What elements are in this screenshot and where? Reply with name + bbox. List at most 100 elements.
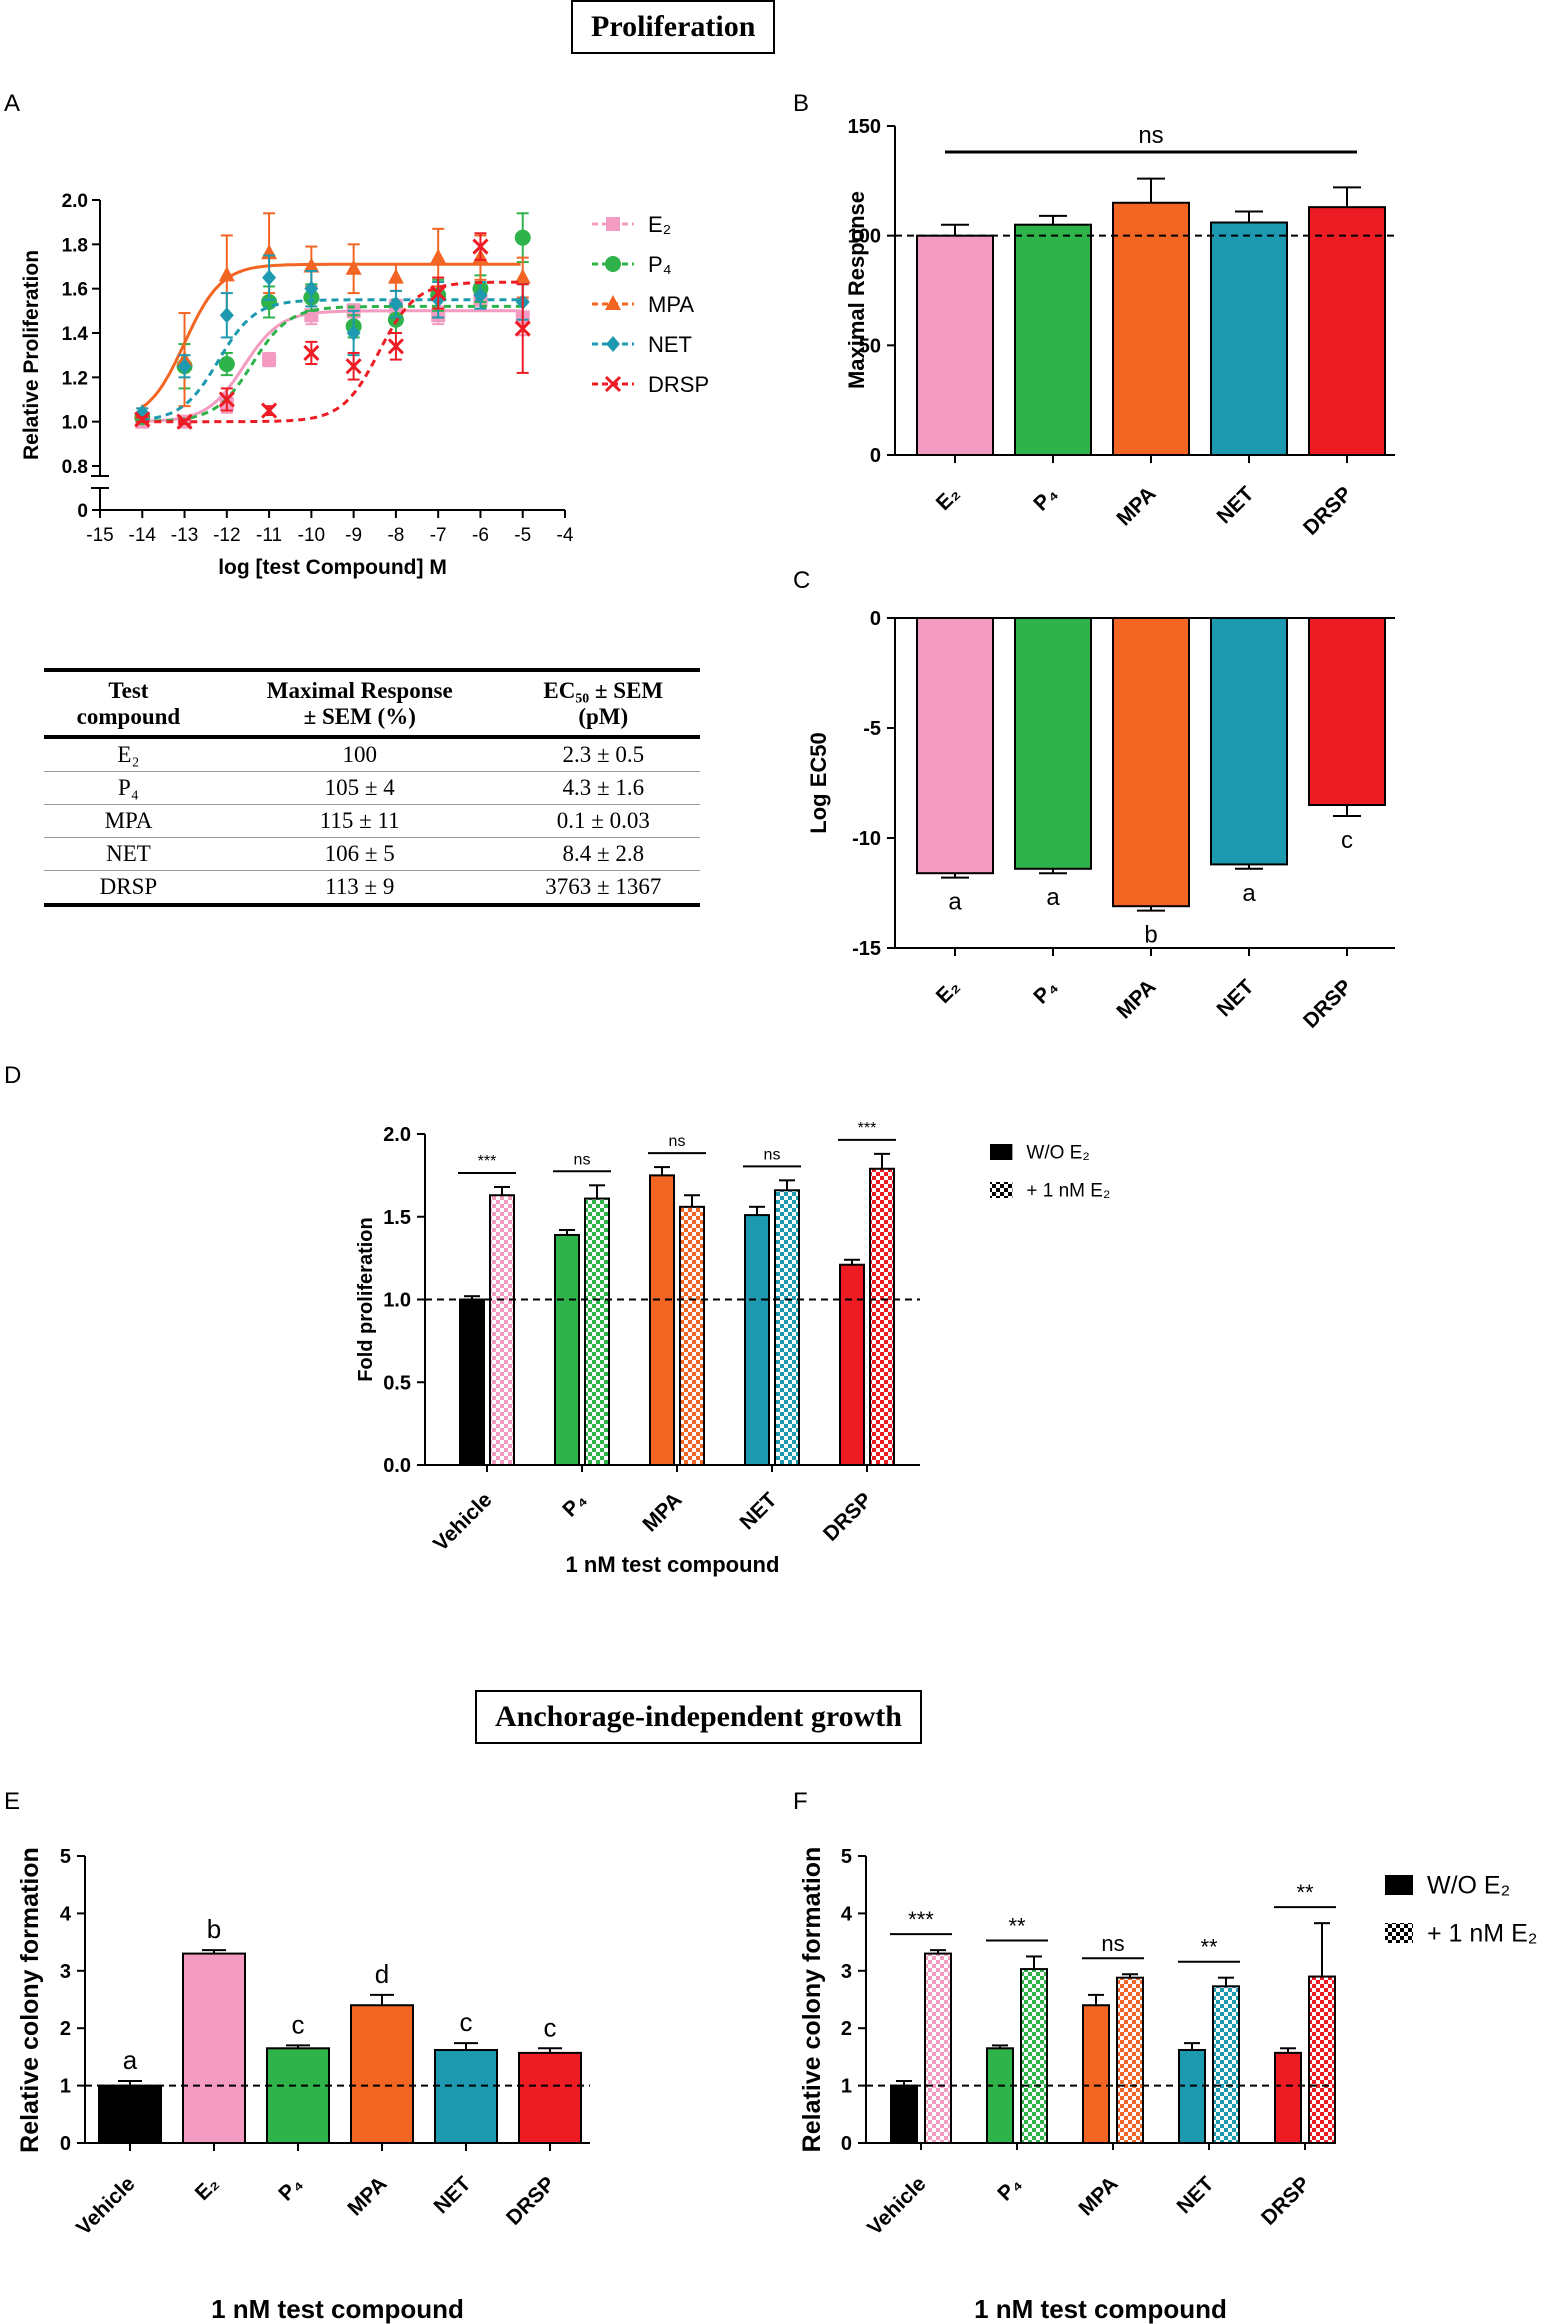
a-x-tick-label: -15 (86, 525, 113, 546)
a-legend-label: NET (648, 332, 692, 357)
a-legend-marker (606, 336, 620, 352)
b-significance-label: ns (1138, 122, 1163, 149)
a-x-tick-label: -9 (345, 525, 362, 546)
a-x-tick-label: -12 (213, 525, 240, 546)
f-bar-vehicle-without-e2 (890, 2084, 918, 2145)
d-y-tick-label: 1.5 (383, 1207, 411, 1229)
table-cell: P₄ (44, 771, 213, 805)
b-bar-e2 (916, 234, 994, 456)
table-header-text: compound (76, 704, 181, 730)
panel-letter-c: C (793, 567, 811, 594)
table-header-row: Test compound Maximal Response ± SEM (%) E… (44, 670, 700, 737)
e-bar-net (434, 2049, 498, 2144)
a-x-axis-label: log [test Compound] M (218, 556, 447, 579)
c-group-letter: a (1242, 880, 1256, 907)
d-significance-label: *** (858, 1120, 877, 1137)
e-bar-vehicle (98, 2084, 162, 2145)
f-y-tick-label: 5 (841, 1846, 852, 1868)
table-cell: 3763 ± 1367 (506, 870, 700, 907)
e-x-tick-label: P₄ (274, 2172, 307, 2205)
a-point-drsp (345, 358, 362, 375)
f-y-tick-label: 3 (841, 1961, 852, 1983)
a-y-tick-label: 1.8 (62, 235, 88, 256)
f-x-axis-label: 1 nM test compound (974, 2294, 1227, 2324)
panel-letter-d: D (4, 1062, 22, 1089)
b-x-tick-label: P₄ (1029, 482, 1062, 515)
table-header-text: Test (108, 678, 149, 703)
d-x-tick-label: Vehicle (429, 1488, 496, 1555)
a-x-tick-label: -8 (387, 525, 404, 546)
c-group-letter: a (948, 889, 962, 916)
d-bar-mpa-with-e2 (679, 1205, 705, 1466)
a-y-tick-label: 2.0 (62, 191, 88, 212)
table-cell: 106 ± 5 (212, 837, 507, 871)
f-significance-label: ns (1101, 1931, 1124, 1956)
e-bar-drsp (518, 2051, 582, 2145)
d-bar-net-without-e2 (744, 1214, 770, 1466)
panel-letter-a: A (4, 90, 21, 117)
a-point-mpa (345, 259, 362, 275)
a-point-net (473, 287, 488, 304)
d-y-axis-label: Fold proliferation (355, 1217, 377, 1381)
d-legend-swatch (990, 1144, 1013, 1160)
f-significance-label: *** (908, 1907, 934, 1932)
a-point-p4 (514, 229, 531, 246)
e-x-tick-label: MPA (343, 2172, 391, 2220)
f-legend-swatch (1385, 1923, 1413, 1943)
c-y-tick-label: -15 (852, 938, 881, 960)
c-bar-e2 (916, 617, 994, 875)
c-bar-p4 (1014, 617, 1092, 870)
e-bar-mpa (350, 2004, 414, 2144)
a-y-tick-label: 1.2 (62, 368, 88, 389)
a-legend-marker (604, 375, 622, 393)
d-x-axis-label: 1 nM test compound (566, 1552, 780, 1577)
f-x-tick-label: DRSP (1257, 2172, 1315, 2230)
a-point-mpa (514, 268, 531, 284)
f-legend-label: + 1 nM E₂ (1427, 1919, 1537, 1947)
b-y-tick-label: 150 (848, 116, 881, 138)
f-bar-drsp-without-e2 (1274, 2051, 1302, 2145)
anchorage-section-title: Anchorage-independent growth (475, 1690, 922, 1744)
a-fit-curve-p4 (142, 304, 521, 423)
a-fit-curve-drsp (142, 280, 521, 424)
a-x-tick-label: -5 (514, 525, 531, 546)
c-group-letter: b (1144, 922, 1157, 949)
a-legend-label: E₂ (648, 212, 671, 237)
b-x-tick-label: MPA (1112, 482, 1160, 530)
c-x-tick-label: DRSP (1299, 975, 1357, 1033)
table-cell: 115 ± 11 (212, 804, 507, 838)
f-bar-net-with-e2 (1212, 1985, 1240, 2144)
a-point-drsp (218, 391, 235, 408)
a-y-tick-label: 1.4 (62, 324, 89, 345)
a-y-tick-label: 0 (77, 501, 88, 522)
b-y-tick-label: 100 (848, 226, 881, 248)
a-x-tick-label: -13 (171, 525, 198, 546)
c-y-tick-label: -10 (852, 828, 881, 850)
b-y-tick-label: 50 (859, 335, 881, 357)
d-significance-label: ns (764, 1146, 781, 1163)
a-point-drsp (472, 238, 489, 255)
f-y-tick-label: 0 (841, 2133, 852, 2155)
d-x-tick-label: DRSP (819, 1488, 877, 1546)
a-point-mpa (430, 248, 447, 264)
a-legend-label: MPA (648, 292, 694, 317)
c-bar-mpa (1112, 617, 1190, 908)
a-point-net (262, 269, 277, 286)
b-bar-p4 (1014, 223, 1092, 456)
table-row: P₄ 105 ± 4 4.3 ± 1.6 (44, 771, 700, 805)
panel-letter-b: B (793, 90, 810, 117)
c-bar-net (1210, 617, 1288, 866)
e-group-letter: d (375, 1959, 389, 1989)
e-x-axis-label: 1 nM test compound (211, 2294, 464, 2324)
b-x-tick-label: NET (1213, 482, 1259, 528)
c-y-axis-label: Log EC50 (806, 732, 831, 833)
b-x-tick-label: DRSP (1299, 482, 1357, 540)
d-y-tick-label: 0.0 (383, 1455, 411, 1477)
table-cell: 8.4 ± 2.8 (506, 837, 700, 871)
f-y-tick-label: 1 (841, 2076, 852, 2098)
a-legend-label: DRSP (648, 372, 709, 397)
e-y-tick-label: 3 (60, 1961, 71, 1983)
f-x-tick-label: Vehicle (863, 2172, 930, 2239)
summary-table: Test compound Maximal Response ± SEM (%) E… (44, 668, 700, 907)
d-x-tick-label: P₄ (558, 1488, 591, 1521)
